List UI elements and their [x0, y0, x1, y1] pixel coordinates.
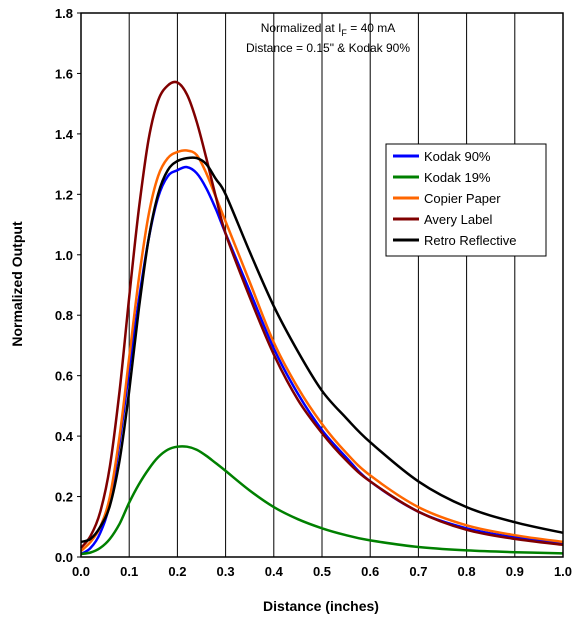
y-tick-label: 0.4: [55, 429, 74, 444]
x-tick-label: 0.4: [265, 564, 284, 579]
annotation-line-1-suffix: = 40 mA: [347, 21, 395, 35]
series-lines: [80, 80, 564, 556]
legend-label-avery-label: Avery Label: [424, 212, 493, 227]
y-tick-label: 1.6: [55, 66, 73, 81]
x-tick-label: 0.8: [458, 564, 476, 579]
x-tick-label: 0.0: [72, 564, 90, 579]
series-line-kodak-19: [80, 445, 564, 556]
y-axis-title: Normalized Output: [9, 221, 25, 347]
x-tick-label: 0.3: [217, 564, 235, 579]
legend-box: [385, 143, 547, 257]
y-tick-label: 0.0: [55, 550, 73, 565]
annotation-line-2: Distance = 0.15" & Kodak 90%: [246, 41, 410, 55]
y-tick-label: 0.2: [55, 490, 73, 505]
annotation: Normalized at IF = 40 mA Distance = 0.15…: [246, 21, 410, 55]
x-tick-label: 0.1: [120, 564, 138, 579]
x-tick-label: 0.9: [506, 564, 524, 579]
legend-label-kodak-90: Kodak 90%: [424, 149, 491, 164]
legend-label-retro-reflective: Retro Reflective: [424, 233, 516, 248]
y-tick-label: 1.0: [55, 248, 73, 263]
plot-area-frame: [80, 12, 564, 558]
y-tick-label: 0.8: [55, 308, 73, 323]
annotation-line-1: Normalized at IF = 40 mA: [261, 21, 396, 38]
x-tick-label: 0.6: [361, 564, 379, 579]
series-line-retro-reflective: [80, 156, 564, 544]
x-tick-label: 1.0: [554, 564, 572, 579]
series-line-copier-paper: [80, 149, 564, 552]
y-tick-label: 1.8: [55, 6, 73, 21]
annotation-line-1-subscript: F: [341, 28, 347, 38]
x-tick-label: 0.5: [313, 564, 331, 579]
legend-label-copier-paper: Copier Paper: [424, 191, 501, 206]
legend: Kodak 90% Kodak 19% Copier Paper Avery Labe…: [385, 143, 547, 257]
annotation-line-1-prefix: Normalized at I: [261, 21, 342, 35]
series-line-avery-label: [80, 80, 564, 549]
y-tick-label: 1.4: [55, 127, 74, 142]
y-tick-label: 0.6: [55, 369, 73, 384]
y-tick-label: 1.2: [55, 187, 73, 202]
legend-label-kodak-19: Kodak 19%: [424, 170, 491, 185]
vertical-gridlines: [80, 13, 564, 557]
x-axis-title: Distance (inches): [263, 598, 379, 614]
x-tick-label: 0.7: [409, 564, 427, 579]
tick-labels: 0.0 0.1 0.2 0.3 0.4 0.5 0.6 0.7 0.8 0.9 1.0 0.0 0.2 0…: [55, 6, 572, 579]
x-tick-label: 0.2: [168, 564, 186, 579]
